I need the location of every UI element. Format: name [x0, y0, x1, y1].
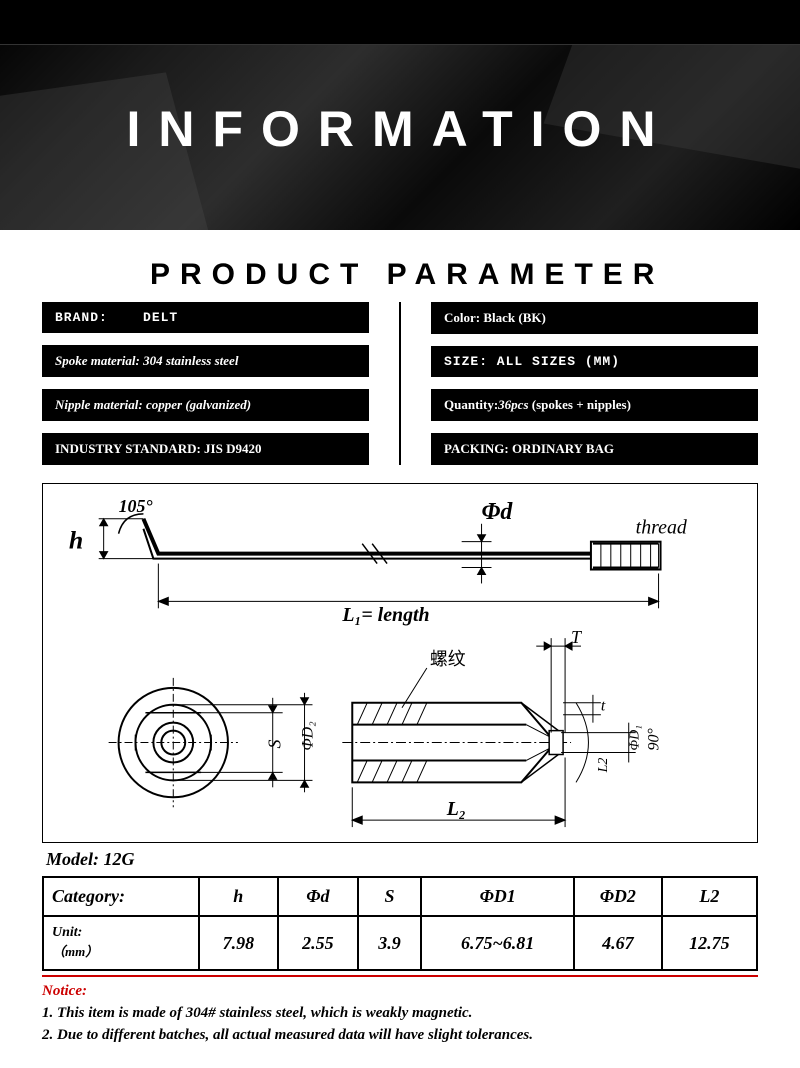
col-s: S: [358, 877, 422, 916]
l2-small-label: L2: [596, 758, 611, 774]
quantity-pill: Quantity:36pcs (spokes + nipples): [431, 389, 758, 421]
quantity-suffix: (spokes + nipples): [532, 397, 631, 412]
header-top-bar: [0, 0, 800, 45]
s-label: S: [265, 740, 285, 749]
val-phid: 2.55: [278, 916, 358, 970]
specs-table: Category: h Φd S ΦD1 ΦD2 L2 Unit: （mm） 7…: [42, 876, 758, 971]
val-h: 7.98: [199, 916, 279, 970]
val-phid2: 4.67: [574, 916, 662, 970]
phid2-label: ΦD₂: [299, 721, 316, 751]
quantity-label: Quantity:: [444, 397, 498, 412]
brand-label: BRAND:: [55, 310, 108, 325]
notice-line2: 2. Due to different batches, all actual …: [42, 1027, 533, 1043]
model-label: Model: 12G: [42, 843, 758, 876]
brand-pill: BRAND: DELT: [42, 302, 369, 333]
brand-value: DELT: [143, 310, 178, 325]
ninety-label: 90°: [646, 728, 663, 751]
red-divider: [42, 975, 758, 977]
size-pill: SIZE: ALL SIZES (MM): [431, 346, 758, 377]
packing-text: PACKING: ORDINARY BAG: [444, 441, 614, 456]
table-row: Unit: （mm） 7.98 2.55 3.9 6.75~6.81 4.67 …: [43, 916, 757, 970]
header-banner: INFORMATION: [0, 0, 800, 230]
thread-label: thread: [636, 517, 687, 539]
technical-diagram: 105° h Φd thread L₁= length S: [42, 483, 758, 843]
col-h: h: [199, 877, 279, 916]
table-row: Category: h Φd S ΦD1 ΦD2 L2: [43, 877, 757, 916]
quantity-value: 36pcs: [498, 397, 528, 412]
unit-sub: （mm）: [52, 944, 98, 959]
diagram-svg: 105° h Φd thread L₁= length S: [43, 484, 757, 842]
industry-standard-text: INDUSTRY STANDARD: JIS D9420: [55, 441, 261, 456]
notice-line1: 1. This item is made of 304# stainless s…: [42, 1005, 472, 1021]
phid-label: Φd: [482, 499, 514, 525]
l2-label: L₂: [446, 798, 466, 820]
category-header: Category:: [43, 877, 199, 916]
size-text: SIZE: ALL SIZES (MM): [444, 354, 620, 369]
t-cap-label: T: [571, 627, 582, 647]
val-phid1: 6.75~6.81: [421, 916, 574, 970]
parameter-grid: BRAND: DELT Spoke material: 304 stainles…: [0, 292, 800, 465]
page-title: INFORMATION: [0, 45, 800, 158]
angle-label: 105°: [119, 496, 154, 516]
col-l2: L2: [662, 877, 757, 916]
section-title-wrap: PRODUCT PARAMETER: [0, 230, 800, 292]
unit-label: Unit:: [52, 925, 82, 940]
t-small-label: t: [601, 698, 606, 715]
industry-standard-pill: INDUSTRY STANDARD: JIS D9420: [42, 433, 369, 465]
h-label: h: [69, 526, 83, 555]
nipple-material-pill: Nipple material: copper (galvanized): [42, 389, 369, 421]
packing-pill: PACKING: ORDINARY BAG: [431, 433, 758, 465]
col-phid2: ΦD2: [574, 877, 662, 916]
spoke-material-pill: Spoke material: 304 stainless steel: [42, 345, 369, 377]
length-label: L₁= length: [341, 604, 429, 626]
notice-header: Notice:: [42, 983, 87, 999]
val-l2: 12.75: [662, 916, 757, 970]
col-phid: Φd: [278, 877, 358, 916]
spoke-material-text: Spoke material: 304 stainless steel: [55, 353, 238, 368]
color-pill: Color: Black (BK): [431, 302, 758, 334]
nipple-material-text: Nipple material: copper (galvanized): [55, 397, 251, 412]
unit-header: Unit: （mm）: [43, 916, 199, 970]
phid1-label: ΦD₁: [628, 725, 643, 750]
thread-cn-label: 螺纹: [430, 649, 466, 669]
color-text: Color: Black (BK): [444, 310, 546, 325]
notice-block: Notice: 1. This item is made of 304# sta…: [42, 981, 758, 1046]
section-title: PRODUCT PARAMETER: [150, 258, 800, 292]
param-col-left: BRAND: DELT Spoke material: 304 stainles…: [42, 302, 399, 465]
col-phid1: ΦD1: [421, 877, 574, 916]
param-col-right: Color: Black (BK) SIZE: ALL SIZES (MM) Q…: [401, 302, 758, 465]
val-s: 3.9: [358, 916, 422, 970]
